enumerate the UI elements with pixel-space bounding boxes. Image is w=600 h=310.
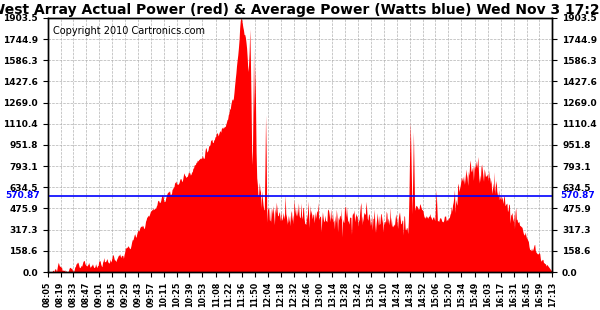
Title: West Array Actual Power (red) & Average Power (Watts blue) Wed Nov 3 17:25: West Array Actual Power (red) & Average … <box>0 3 600 17</box>
Text: Copyright 2010 Cartronics.com: Copyright 2010 Cartronics.com <box>53 25 205 36</box>
Text: 570.87: 570.87 <box>560 191 595 200</box>
Text: 570.87: 570.87 <box>5 191 40 200</box>
